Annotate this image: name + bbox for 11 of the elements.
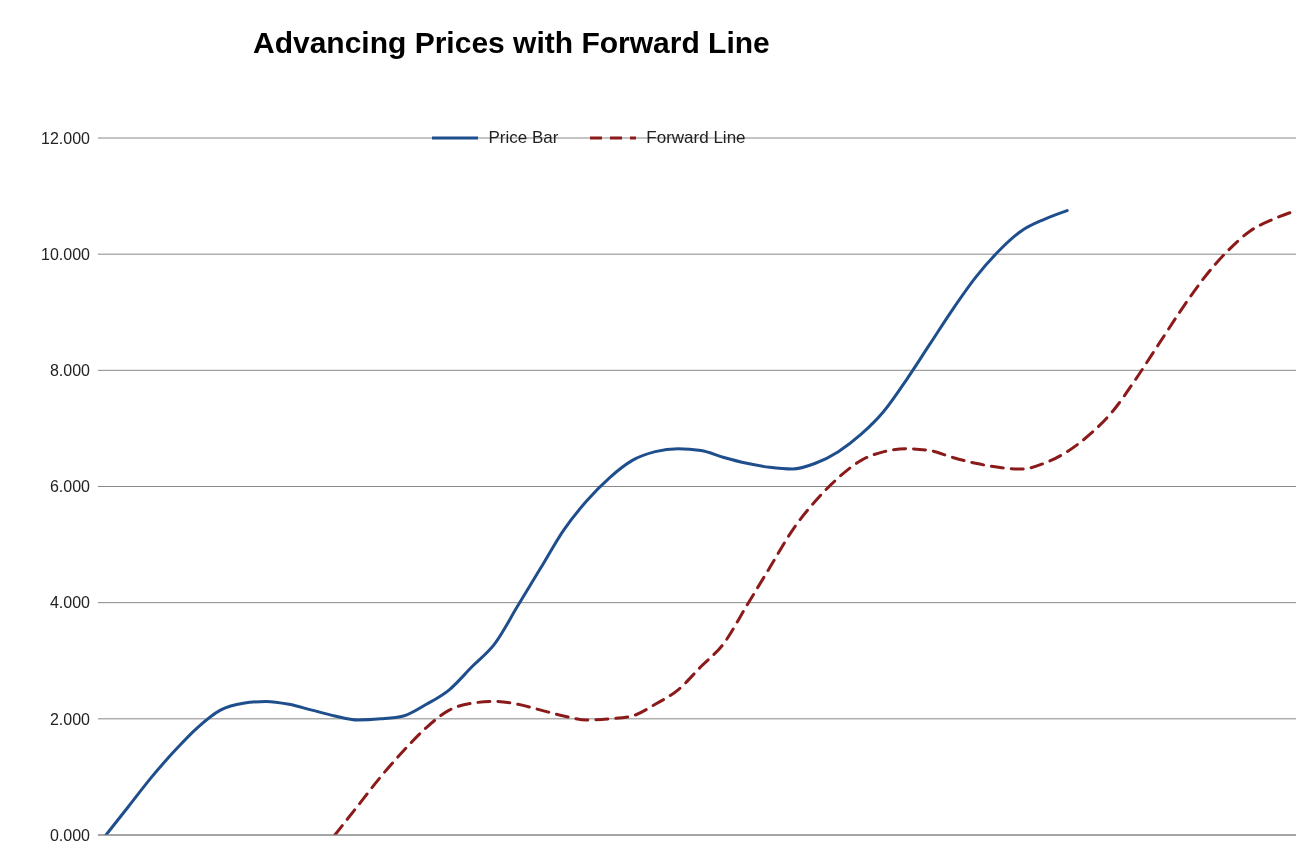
line-series	[104, 209, 1069, 835]
chart-title: Advancing Prices with Forward Line	[253, 26, 770, 60]
legend-label: Price Bar	[488, 128, 559, 148]
y-tick-label: 2.000	[49, 710, 91, 728]
y-tick-label: 4.000	[49, 594, 91, 612]
y-tick-label: 0.000	[49, 826, 91, 844]
legend-label: Forward Line	[646, 128, 746, 148]
y-tick-label: 8.000	[49, 362, 91, 380]
y-tick-label: 6.000	[49, 478, 91, 496]
y-tick-label: 10.000	[41, 245, 91, 263]
y-tick-label: 12.000	[41, 129, 91, 147]
